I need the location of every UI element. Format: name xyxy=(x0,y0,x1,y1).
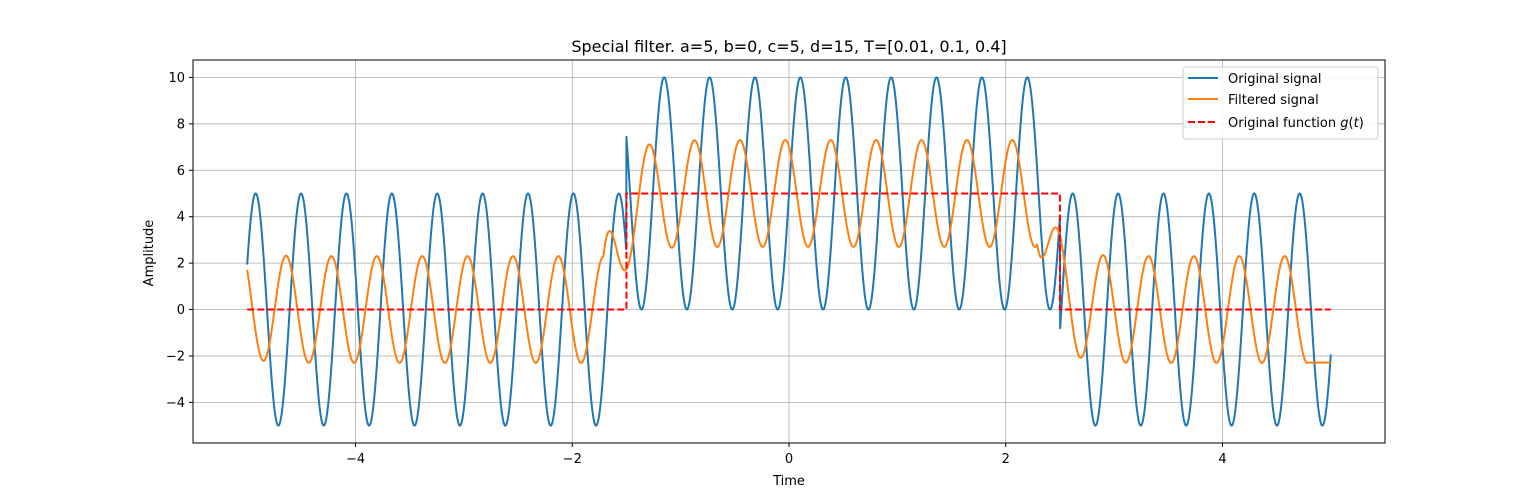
legend-label-original-signal: Original signal xyxy=(1228,72,1321,87)
series-line-original-signal xyxy=(246,76,1332,427)
x-tick-label: −2 xyxy=(563,452,582,467)
tick-layer: −4 −2 0 2 4 −4 −2 0 2 4 6 8 10 xyxy=(166,71,1227,467)
x-tick-label: 0 xyxy=(785,452,793,467)
series-line-original-function xyxy=(247,192,1331,311)
x-tick-label: −4 xyxy=(346,452,365,467)
y-tick-label: 8 xyxy=(177,117,185,132)
y-tick-label: 10 xyxy=(168,71,185,86)
y-tick-label: 2 xyxy=(177,257,185,272)
y-axis-label: Amplitude xyxy=(142,220,157,287)
legend: Original signal Filtered signal Original… xyxy=(1182,66,1379,140)
legend-label-filtered-signal: Filtered signal xyxy=(1228,93,1319,108)
series-layer xyxy=(246,76,1332,427)
series-line-filtered-signal xyxy=(246,139,1332,364)
x-tick-label: 2 xyxy=(1002,452,1010,467)
x-tick-label: 4 xyxy=(1218,452,1226,467)
chart-title: Special filter. a=5, b=0, c=5, d=15, T=[… xyxy=(571,37,1006,56)
x-axis-label: Time xyxy=(772,474,805,489)
y-tick-label: 6 xyxy=(177,164,185,179)
y-tick-label: −4 xyxy=(166,396,185,411)
legend-label-original-function: Original function g(t) xyxy=(1228,116,1364,131)
legend-box xyxy=(1182,66,1379,140)
y-tick-label: 4 xyxy=(177,210,185,225)
y-tick-label: 0 xyxy=(177,303,185,318)
y-tick-label: −2 xyxy=(166,349,185,364)
